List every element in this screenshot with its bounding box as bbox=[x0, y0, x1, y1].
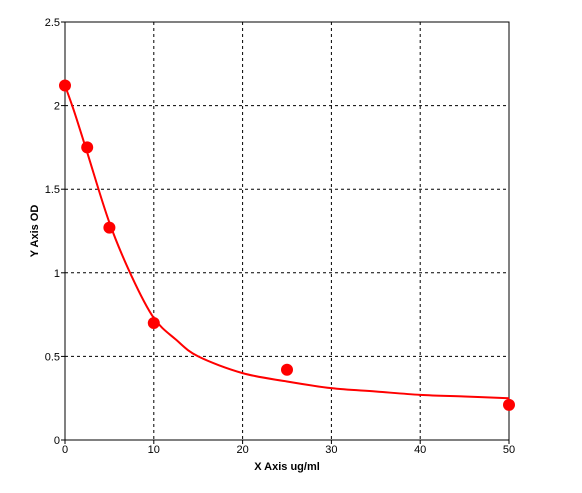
data-point bbox=[147, 316, 160, 329]
x-tick-label: 40 bbox=[414, 444, 426, 456]
y-axis-label: Y Axis OD bbox=[29, 205, 41, 258]
plot-background bbox=[65, 22, 509, 440]
y-tick-label: 2 bbox=[54, 101, 60, 113]
data-point bbox=[103, 221, 116, 234]
y-tick-label: 1 bbox=[54, 268, 60, 280]
data-point bbox=[503, 398, 515, 411]
y-tick-label: 1.5 bbox=[45, 184, 60, 196]
plot-frame bbox=[64, 21, 510, 441]
data-point bbox=[59, 79, 71, 92]
fit-curve bbox=[64, 85, 510, 400]
x-tick-label: 10 bbox=[148, 444, 160, 456]
x-tick-label: 30 bbox=[325, 444, 337, 456]
y-tick-label: 0 bbox=[54, 435, 60, 447]
x-tick-label: 20 bbox=[236, 444, 248, 456]
y-tick-label: 2.5 bbox=[45, 17, 60, 29]
data-point bbox=[281, 363, 293, 376]
data-point bbox=[81, 141, 94, 154]
x-tick-label: 0 bbox=[62, 444, 68, 456]
x-axis-label: X Axis ug/ml bbox=[254, 461, 320, 473]
y-tick-label: 0.5 bbox=[45, 351, 60, 363]
x-tick-label: 50 bbox=[503, 444, 515, 456]
